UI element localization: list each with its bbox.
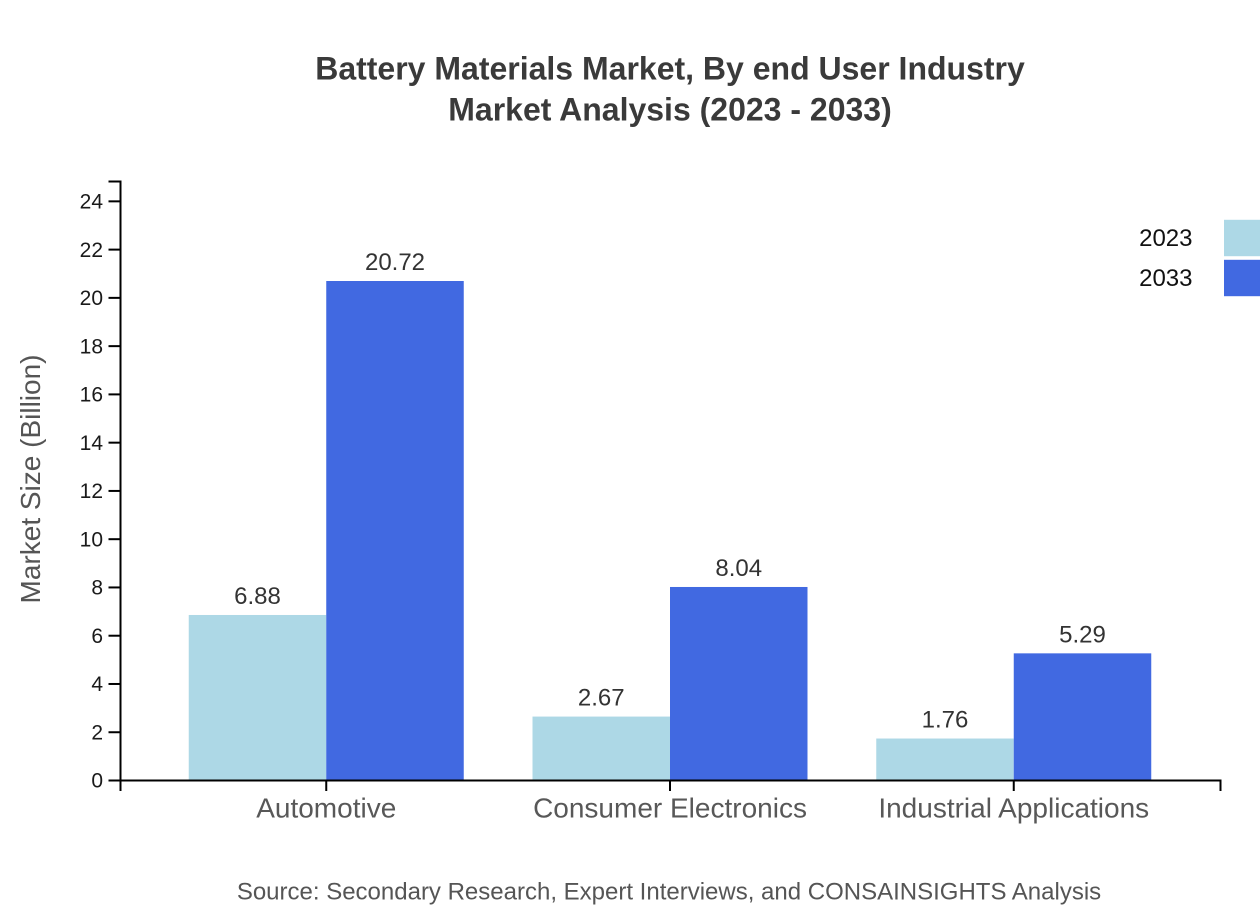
- svg-text:Source: Secondary Research, Ex: Source: Secondary Research, Expert Inter…: [237, 878, 1101, 905]
- svg-text:2033: 2033: [1139, 265, 1192, 292]
- svg-text:2023: 2023: [1139, 225, 1192, 252]
- svg-text:12: 12: [80, 480, 103, 503]
- svg-text:14: 14: [80, 432, 104, 455]
- svg-text:Battery Materials Market, By e: Battery Materials Market, By end User In…: [315, 51, 1025, 87]
- svg-text:5.29: 5.29: [1059, 621, 1106, 648]
- svg-text:Market Size (Billion): Market Size (Billion): [15, 355, 46, 604]
- svg-text:20.72: 20.72: [365, 249, 425, 276]
- svg-text:1.76: 1.76: [922, 707, 969, 734]
- svg-text:6.88: 6.88: [234, 583, 281, 610]
- svg-text:20: 20: [80, 287, 103, 310]
- svg-text:Consumer Electronics: Consumer Electronics: [533, 792, 807, 823]
- svg-text:Industrial Applications: Industrial Applications: [878, 792, 1149, 823]
- svg-text:22: 22: [80, 239, 103, 262]
- svg-text:2.67: 2.67: [578, 685, 625, 712]
- svg-text:Market Analysis (2023 - 2033): Market Analysis (2023 - 2033): [448, 91, 892, 127]
- svg-text:18: 18: [80, 335, 103, 358]
- svg-text:2: 2: [91, 722, 103, 745]
- svg-text:0: 0: [91, 770, 103, 793]
- svg-text:4: 4: [91, 673, 103, 696]
- svg-text:10: 10: [80, 528, 103, 551]
- svg-text:16: 16: [80, 384, 103, 407]
- svg-text:24: 24: [80, 191, 104, 214]
- svg-text:6: 6: [91, 625, 103, 648]
- svg-text:8.04: 8.04: [715, 555, 762, 582]
- svg-text:Automotive: Automotive: [256, 792, 396, 823]
- svg-text:8: 8: [91, 577, 103, 600]
